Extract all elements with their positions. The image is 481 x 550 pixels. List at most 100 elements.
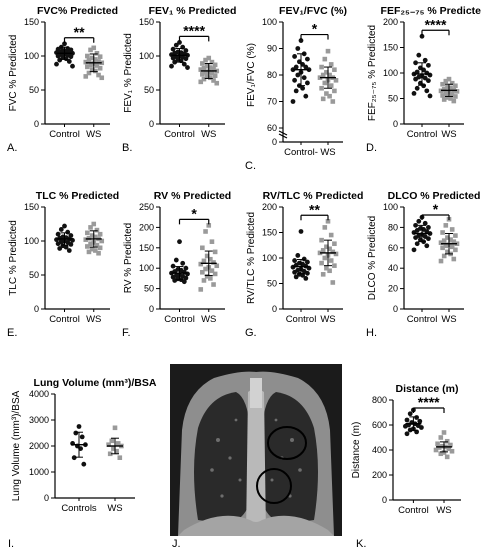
data-point xyxy=(413,76,418,82)
y-tick-label: 400 xyxy=(372,445,387,455)
data-point xyxy=(419,33,425,39)
y-tick-label: 100 xyxy=(139,51,154,61)
data-point xyxy=(422,75,428,81)
data-point xyxy=(330,249,336,255)
data-point xyxy=(290,99,296,104)
y-tick-label: 90 xyxy=(267,44,277,54)
data-point xyxy=(212,62,218,68)
data-point xyxy=(319,260,324,266)
data-point xyxy=(65,229,71,235)
data-point xyxy=(208,276,213,281)
chart-title: TLC % Predicted xyxy=(36,190,119,202)
y-tick-label: 50 xyxy=(144,85,154,95)
data-point xyxy=(57,57,63,63)
data-point xyxy=(201,76,207,82)
data-point xyxy=(89,55,95,61)
data-point xyxy=(305,80,310,86)
data-point xyxy=(173,257,179,263)
data-point xyxy=(427,93,433,99)
data-point xyxy=(88,62,93,68)
y-tick-label: 150 xyxy=(262,228,277,238)
data-point xyxy=(181,61,187,67)
data-point xyxy=(212,73,218,79)
data-point xyxy=(97,231,103,237)
data-point xyxy=(292,54,297,59)
y-tick-label: 50 xyxy=(29,270,39,280)
data-point xyxy=(451,239,457,244)
significance-label: ** xyxy=(74,24,85,40)
data-point xyxy=(209,239,215,244)
series-ws xyxy=(106,425,124,460)
series-controls xyxy=(70,424,88,467)
x-category-label: WS xyxy=(441,129,456,140)
data-point xyxy=(185,65,190,70)
data-point xyxy=(96,59,101,64)
data-point xyxy=(327,268,332,274)
y-tick-label: 600 xyxy=(372,420,387,430)
data-point xyxy=(201,258,207,264)
data-point xyxy=(454,89,460,94)
x-category-label: WS xyxy=(201,314,216,325)
data-point xyxy=(327,72,332,78)
y-tick-label: 150 xyxy=(139,243,154,253)
data-point xyxy=(449,448,455,454)
data-point xyxy=(449,244,455,250)
data-point xyxy=(203,266,208,272)
data-point xyxy=(54,61,59,67)
data-point xyxy=(319,237,324,243)
y-axis-label: FEV₁ % Predicted xyxy=(123,33,134,113)
y-tick-label: 150 xyxy=(383,43,398,53)
data-point xyxy=(453,83,458,89)
data-point xyxy=(97,65,103,71)
series-ws xyxy=(438,76,460,104)
data-point xyxy=(292,269,297,275)
panel-K: Distance (m) 0 200 400 600 800 Distance (m) Con… xyxy=(351,383,461,550)
x-category-label: WS xyxy=(86,314,101,325)
y-tick-label: 0 xyxy=(34,304,39,314)
x-category-label: Control xyxy=(164,129,195,140)
chart-title: FEV₁/FVC (%) xyxy=(279,5,347,17)
data-point xyxy=(109,438,115,444)
annotation-circle-lower xyxy=(256,468,292,504)
x-category-label: WS xyxy=(436,505,451,516)
data-point xyxy=(300,85,305,91)
series-ws xyxy=(83,45,105,81)
y-tick-label: 100 xyxy=(262,253,277,263)
x-category-label: WS xyxy=(107,503,122,514)
data-point xyxy=(305,270,310,276)
data-point xyxy=(62,41,67,47)
data-point xyxy=(413,60,418,66)
data-point xyxy=(170,46,176,52)
series-ws xyxy=(198,55,220,86)
data-point xyxy=(298,229,304,234)
x-category-label: Control xyxy=(398,505,429,516)
data-point xyxy=(97,54,103,59)
data-point xyxy=(173,42,179,48)
data-point xyxy=(324,265,329,271)
x-category-label: Control xyxy=(407,314,438,325)
data-point xyxy=(443,243,449,249)
data-point xyxy=(441,450,447,455)
data-point xyxy=(85,230,90,236)
data-point xyxy=(301,75,307,81)
data-point xyxy=(413,222,418,228)
data-point xyxy=(328,258,334,263)
significance-label: * xyxy=(312,21,318,37)
data-point xyxy=(330,99,336,104)
y-tick-label: 200 xyxy=(383,17,398,27)
data-point xyxy=(212,271,218,277)
data-point xyxy=(320,248,326,253)
data-point xyxy=(63,244,69,250)
y-tick-label: 20 xyxy=(388,284,398,294)
data-point xyxy=(94,242,100,248)
chart-title: Distance (m) xyxy=(395,383,458,395)
x-category-label: Control xyxy=(407,129,438,140)
data-point xyxy=(441,238,447,243)
series-control xyxy=(411,214,433,253)
data-point xyxy=(85,53,90,59)
data-point xyxy=(333,78,339,83)
data-point xyxy=(83,74,89,79)
data-point xyxy=(198,67,204,72)
data-point xyxy=(93,57,98,62)
data-point xyxy=(322,80,328,86)
